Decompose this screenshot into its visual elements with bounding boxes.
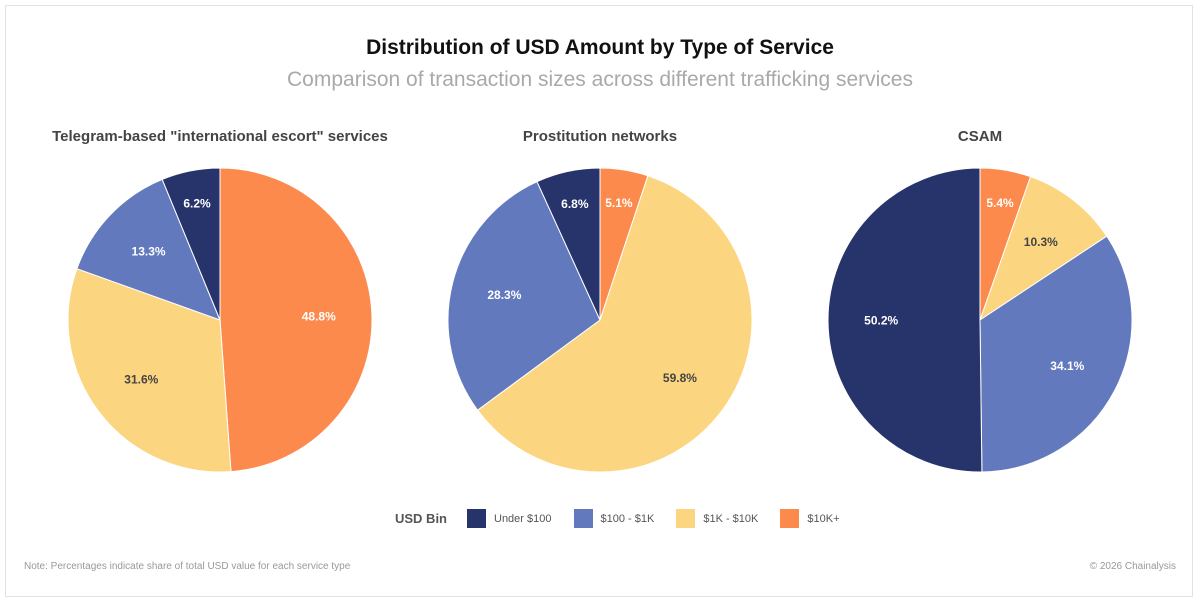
pie-title-csam: CSAM bbox=[957, 128, 1003, 145]
slice-label: 6.2% bbox=[183, 197, 211, 211]
legend-title: USD Bin bbox=[395, 511, 447, 526]
legend-item-1k-10k: $1K - $10K bbox=[676, 509, 758, 528]
copyright: © 2026 Chainalysis bbox=[1089, 561, 1176, 572]
legend: USD Bin Under $100 $100 - $1K $1K - $10K… bbox=[395, 509, 862, 528]
slice-label: 10.3% bbox=[1024, 235, 1058, 249]
pie-slice bbox=[447, 181, 601, 411]
pie-slice bbox=[76, 178, 221, 321]
legend-item-under-100: Under $100 bbox=[467, 509, 552, 528]
legend-swatch bbox=[467, 509, 486, 528]
footnote: Note: Percentages indicate share of tota… bbox=[24, 561, 351, 572]
slice-label: 50.2% bbox=[864, 314, 898, 328]
pie-slice bbox=[536, 167, 601, 321]
legend-label: $10K+ bbox=[807, 512, 840, 525]
slice-label: 28.3% bbox=[487, 288, 521, 302]
chart-subtitle: Comparison of transaction sizes across d… bbox=[287, 68, 913, 91]
legend-item-100-1k: $100 - $1K bbox=[573, 509, 655, 528]
slice-label: 13.3% bbox=[132, 245, 166, 259]
slice-label: 5.4% bbox=[986, 196, 1014, 210]
legend-swatch bbox=[573, 509, 593, 528]
slice-label: 34.1% bbox=[1050, 359, 1084, 373]
pie-slice bbox=[67, 268, 232, 473]
legend-label: $100 - $1K bbox=[600, 512, 655, 525]
pie-slice bbox=[219, 167, 373, 473]
slice-label: 6.8% bbox=[561, 197, 589, 211]
chart-title: Distribution of USD Amount by Type of Se… bbox=[366, 36, 834, 59]
slice-label: 5.1% bbox=[605, 196, 633, 210]
legend-item-10k-plus: $10K+ bbox=[780, 509, 840, 528]
pie-slice bbox=[161, 167, 221, 321]
slice-label: 31.6% bbox=[124, 373, 158, 387]
pie-slice bbox=[827, 167, 983, 473]
legend-label: Under $100 bbox=[494, 512, 552, 525]
legend-swatch bbox=[780, 509, 800, 528]
pie-slice bbox=[979, 176, 1108, 322]
pie-slice bbox=[979, 235, 1133, 473]
slice-label: 59.8% bbox=[663, 371, 697, 385]
slice-label: 48.8% bbox=[302, 309, 336, 323]
chart-frame bbox=[5, 5, 1193, 597]
pie-title-telegram: Telegram-based "international escort" se… bbox=[52, 128, 388, 145]
legend-swatch bbox=[676, 509, 696, 528]
pie-title-prostitution: Prostitution networks bbox=[522, 128, 678, 145]
pie-slice bbox=[476, 175, 753, 473]
legend-label: $1K - $10K bbox=[703, 512, 759, 525]
